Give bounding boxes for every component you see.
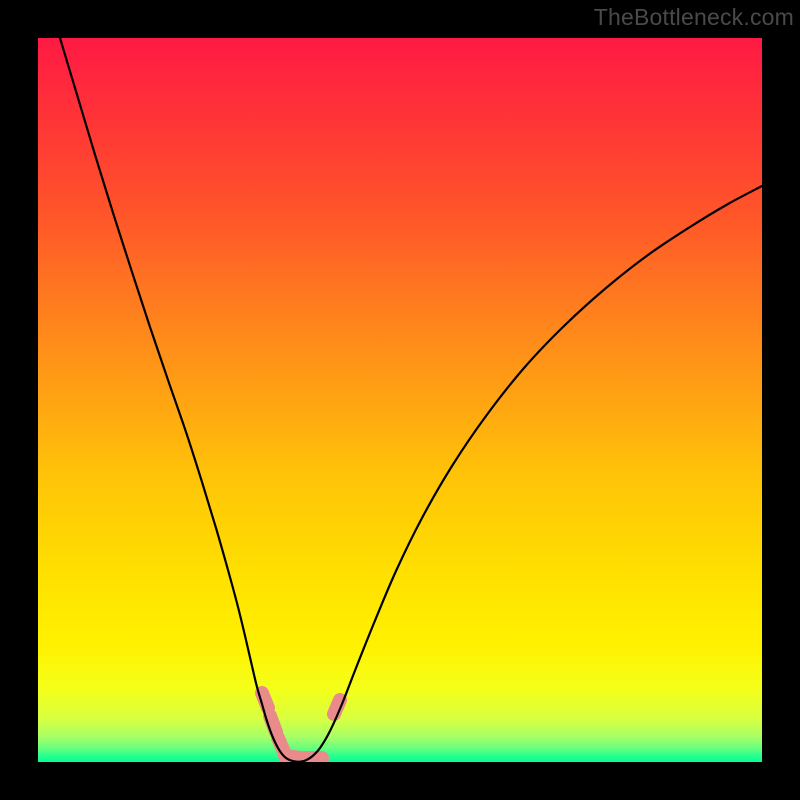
gradient-chart-svg	[38, 38, 762, 762]
gradient-background	[38, 38, 762, 762]
outer-frame: TheBottleneck.com	[0, 0, 800, 800]
plot-area	[38, 38, 762, 762]
watermark-text: TheBottleneck.com	[594, 4, 794, 31]
